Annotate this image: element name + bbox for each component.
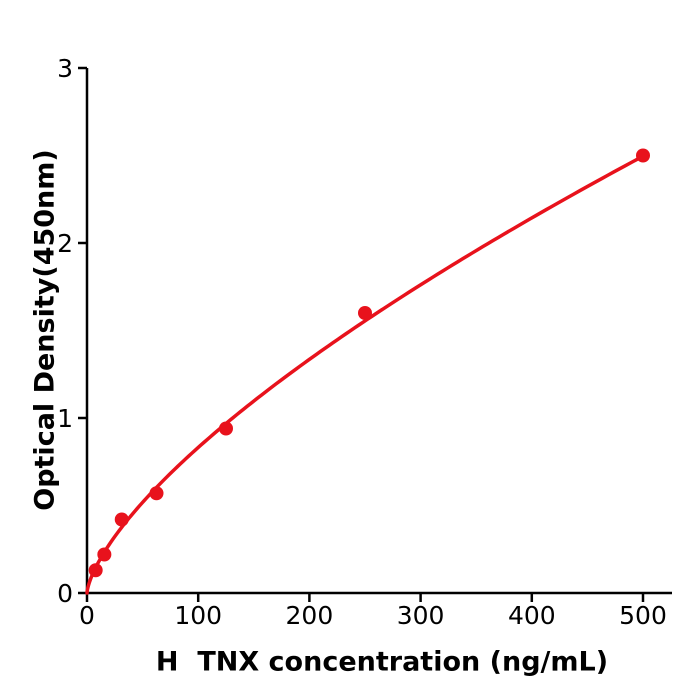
data-point: [219, 421, 233, 436]
x-tick-label: 100: [174, 601, 222, 630]
x-tick-label: 200: [286, 601, 334, 630]
y-tick-label: 0: [57, 579, 73, 608]
fit-curve: [85, 154, 645, 595]
y-tick-label: 3: [57, 54, 73, 83]
data-point: [358, 306, 372, 320]
data-point: [149, 486, 164, 501]
y-tick-label: 1: [57, 404, 73, 433]
x-tick-label: 300: [397, 601, 445, 630]
data-point: [88, 563, 103, 578]
x-axis-title: H TNX concentration (ng/mL): [155, 646, 609, 678]
data-point: [636, 148, 650, 163]
y-axis-title: Optical Density(450nm): [29, 149, 61, 511]
y-tick-label: 2: [57, 229, 73, 258]
data-point: [114, 512, 129, 527]
x-tick-label: 0: [79, 601, 95, 630]
x-tick-label: 500: [619, 601, 667, 630]
x-tick-label: 400: [508, 601, 556, 630]
data-point: [97, 547, 112, 562]
